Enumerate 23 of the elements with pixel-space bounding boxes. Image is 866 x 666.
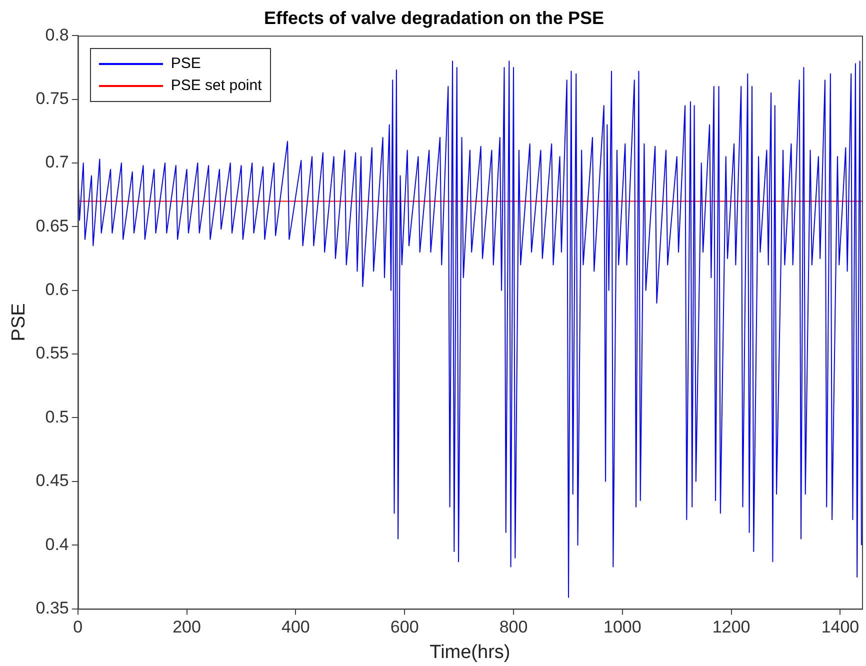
- y-tick-label: 0.4: [45, 534, 69, 554]
- y-tick-label: 0.45: [36, 471, 69, 490]
- y-tick-label: 0.35: [36, 598, 69, 618]
- legend-label: PSE: [170, 55, 201, 72]
- y-tick-label: 0.7: [45, 152, 69, 172]
- y-tick-label: 0.6: [45, 280, 69, 300]
- chart-title: Effects of valve degradation on the PSE: [264, 8, 604, 28]
- y-tick-label: 0.8: [45, 25, 69, 44]
- x-tick-label: 400: [282, 618, 310, 637]
- x-tick-label: 600: [390, 618, 419, 637]
- x-tick-label: 200: [172, 618, 201, 637]
- x-tick-label: 1400: [821, 618, 860, 637]
- legend-label: PSE set point: [170, 77, 262, 94]
- y-tick-label: 0.55: [36, 344, 69, 363]
- y-tick-label: 0.75: [36, 88, 69, 108]
- x-tick-label: 1000: [603, 618, 642, 637]
- y-tick-label: 0.5: [45, 407, 69, 426]
- x-tick-label: 1200: [712, 618, 750, 637]
- y-tick-label: 0.65: [36, 216, 69, 236]
- x-tick-label: 0: [73, 618, 83, 637]
- y-axis-title: PSE: [8, 303, 30, 342]
- x-tick-label: 800: [499, 618, 528, 637]
- x-axis-title: Time(hrs): [430, 642, 510, 663]
